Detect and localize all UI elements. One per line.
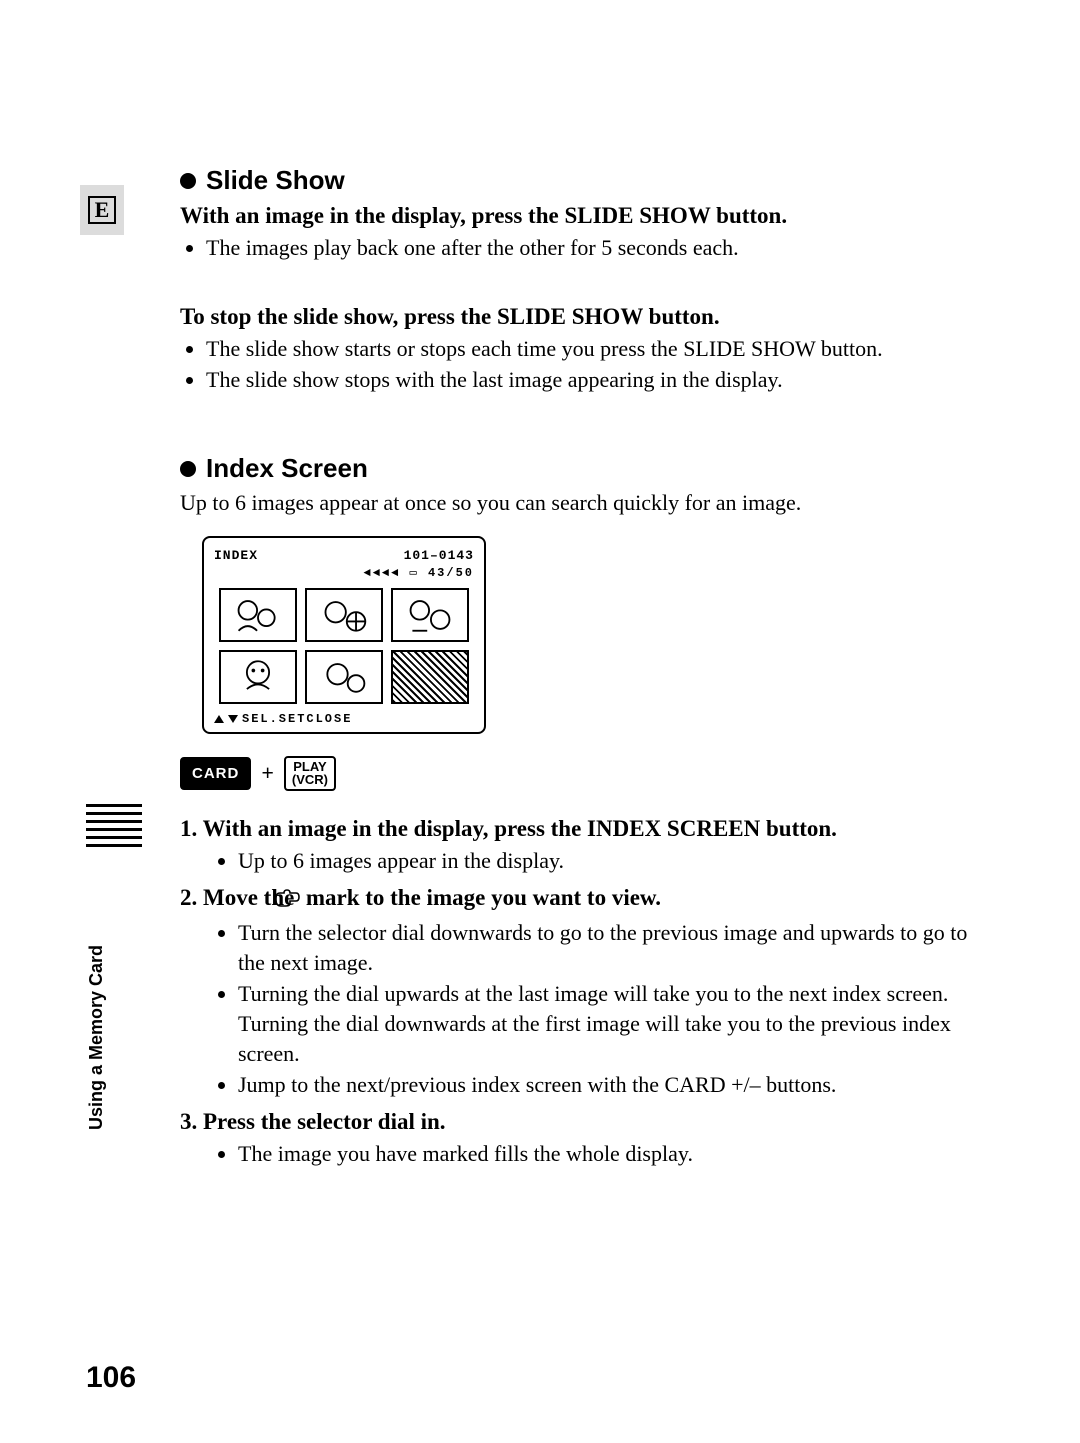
- thumbnail: [391, 588, 469, 642]
- mode-badges: CARD + PLAY (VCR): [180, 756, 990, 791]
- content: Slide Show With an image in the display,…: [180, 165, 990, 1169]
- card-badge: CARD: [180, 757, 251, 790]
- play-vcr-badge: PLAY (VCR): [284, 756, 336, 791]
- index-label: INDEX: [214, 548, 258, 563]
- step-bullets: Turn the selector dial downwards to go t…: [238, 918, 990, 1100]
- thumbnail: [305, 650, 383, 704]
- language-letter: E: [88, 196, 116, 224]
- slide-show-bullets-1: The images play back one after the other…: [206, 233, 990, 263]
- thumbnail: [219, 650, 297, 704]
- step-head: With an image in the display, press the …: [180, 813, 990, 844]
- step-3: Press the selector dial in. The image yo…: [180, 1106, 990, 1169]
- page-number: 106: [86, 1361, 136, 1395]
- thumbnail-hatched: [391, 650, 469, 704]
- figure-counter: ◄◄◄◄ ▭ 43/50: [214, 565, 474, 580]
- folder-file: 101–0143: [404, 548, 474, 563]
- side-lines-icon: [86, 804, 142, 852]
- section-slide-show-head: Slide Show: [180, 165, 990, 196]
- list-item: Jump to the next/previous index screen w…: [238, 1070, 990, 1100]
- list-item: Turning the dial upwards at the last ima…: [238, 979, 990, 1068]
- thumbnail: [219, 588, 297, 642]
- index-intro: Up to 6 images appear at once so you can…: [180, 488, 990, 518]
- language-box: E: [80, 185, 124, 235]
- thumbnail: [305, 588, 383, 642]
- section-index-screen-head: Index Screen: [180, 453, 990, 484]
- index-screen-figure: INDEX 101–0143 ◄◄◄◄ ▭ 43/50 SEL.SETCLOSE: [202, 536, 486, 734]
- section-title: Slide Show: [206, 165, 345, 196]
- step-head: Press the selector dial in.: [180, 1106, 990, 1137]
- step-1: With an image in the display, press the …: [180, 813, 990, 876]
- slide-show-bullets-2: The slide show starts or stops each time…: [206, 334, 990, 395]
- slide-show-sub: To stop the slide show, press the SLIDE …: [180, 301, 990, 332]
- list-item: The slide show stops with the last image…: [206, 365, 990, 395]
- figure-footer-text: SEL.SETCLOSE: [242, 712, 352, 726]
- step-bullets: The image you have marked fills the whol…: [238, 1139, 990, 1169]
- step-head-post: mark to the image you want to view.: [306, 885, 661, 910]
- triangle-up-icon: [214, 715, 224, 723]
- side-section-label: Using a Memory Card: [86, 870, 110, 1130]
- list-item: The image you have marked fills the whol…: [238, 1139, 990, 1169]
- list-item: The slide show starts or stops each time…: [206, 334, 990, 364]
- thumbnail-grid: [214, 588, 474, 704]
- slide-show-lead: With an image in the display, press the …: [180, 200, 990, 231]
- list-item: The images play back one after the other…: [206, 233, 990, 263]
- page: E Slide Show With an image in the displa…: [0, 0, 1080, 1443]
- play-label: PLAY: [292, 760, 328, 774]
- step-2: Move the mark to the image you want to v…: [180, 882, 990, 1100]
- list-item: Turn the selector dial downwards to go t…: [238, 918, 990, 977]
- figure-top-row: INDEX 101–0143: [214, 548, 474, 563]
- counter-value: 43/50: [428, 566, 474, 580]
- steps-list: With an image in the display, press the …: [180, 813, 990, 1169]
- step-bullets: Up to 6 images appear in the display.: [238, 846, 990, 876]
- triangle-down-icon: [228, 715, 238, 723]
- bullet-icon: [180, 173, 196, 189]
- section-title: Index Screen: [206, 453, 368, 484]
- list-item: Up to 6 images appear in the display.: [238, 846, 990, 876]
- bullet-icon: [180, 461, 196, 477]
- counter-prefix-icon: ◄◄◄◄: [364, 566, 401, 580]
- figure-footer: SEL.SETCLOSE: [214, 712, 474, 726]
- plus-icon: +: [261, 760, 274, 786]
- step-head: Move the mark to the image you want to v…: [180, 882, 990, 916]
- vcr-label: (VCR): [292, 773, 328, 787]
